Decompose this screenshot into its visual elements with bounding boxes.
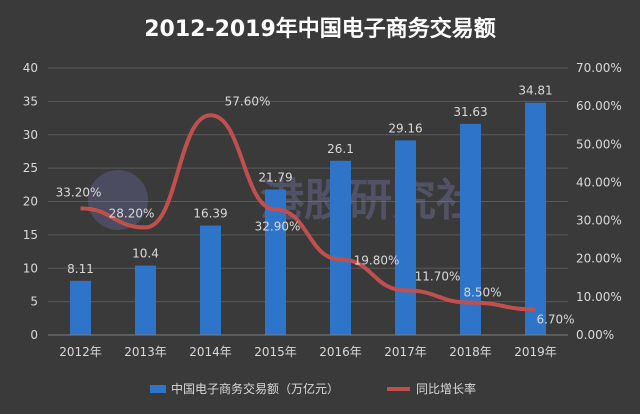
line-value-label: 19.80%: [354, 253, 400, 267]
legend-bar-label: 中国电子商务交易额（万亿元）: [171, 381, 339, 396]
x-tick-label: 2019年: [514, 345, 557, 359]
y-left-tick-label: 15: [23, 228, 38, 242]
x-tick-label: 2012年: [59, 345, 102, 359]
growth-line: [80, 113, 536, 312]
line-value-label: 32.90%: [255, 220, 301, 234]
grid-layer: [48, 67, 568, 336]
bar-value-label: 29.16: [388, 121, 422, 135]
y-left-tick-label: 0: [30, 328, 38, 342]
y-right-tick-label: 30.00%: [576, 214, 622, 228]
bar: [70, 280, 91, 335]
bar-value-label: 31.63: [453, 105, 487, 119]
y-right-tick-label: 50.00%: [576, 137, 622, 151]
bar-value-label: 21.79: [258, 171, 292, 185]
bar-value-label: 26.1: [327, 142, 354, 156]
legend-line-label: 同比增长率: [416, 381, 476, 396]
bar: [395, 140, 416, 335]
bar-value-label: 8.11: [67, 262, 94, 276]
axes-layer: 0 5 10 15 20 25 30 35 40 0.00% 10.00% 20.00% 30.00% 4…: [23, 61, 622, 359]
y-right-tick-label: 40.00%: [576, 175, 622, 189]
bar: [330, 160, 351, 335]
line-value-label: 11.70%: [415, 269, 461, 283]
bar: [135, 265, 156, 335]
line-layer: [80, 113, 536, 312]
y-left-tick-label: 10: [23, 261, 38, 275]
y-right-tick-label: 0.00%: [576, 328, 614, 342]
bar-value-label: 10.4: [132, 247, 159, 261]
y-left-tick-label: 30: [23, 128, 38, 142]
bar: [200, 225, 221, 335]
x-tick-label: 2018年: [449, 345, 492, 359]
watermark-layer: 港股研究社: [88, 170, 480, 230]
bar: [460, 123, 481, 335]
watermark-logo-circle: [88, 170, 148, 230]
bar: [525, 102, 546, 335]
y-right-tick-label: 60.00%: [576, 99, 622, 113]
x-tick-label: 2014年: [189, 345, 232, 359]
y-right-tick-label: 20.00%: [576, 252, 622, 266]
x-tick-label: 2013年: [124, 345, 167, 359]
y-left-tick-label: 20: [23, 195, 38, 209]
legend-bar-swatch: [150, 385, 166, 393]
legend: 中国电子商务交易额（万亿元） 同比增长率: [150, 381, 476, 396]
line-value-label: 8.50%: [463, 286, 501, 300]
line-value-label: 57.60%: [225, 94, 271, 108]
line-value-label: 28.20%: [109, 206, 155, 220]
bar-value-label: 16.39: [193, 207, 227, 221]
bars-layer: [70, 102, 546, 335]
y-left-tick-label: 35: [23, 94, 38, 108]
x-tick-label: 2017年: [384, 345, 427, 359]
line-value-label: 33.20%: [56, 185, 102, 199]
y-right-tick-label: 70.00%: [576, 61, 622, 75]
bar-value-label: 34.81: [518, 84, 552, 98]
line-value-label: 6.70%: [536, 312, 574, 326]
x-tick-label: 2015年: [254, 345, 297, 359]
y-left-tick-label: 5: [30, 295, 38, 309]
y-right-tick-label: 10.00%: [576, 290, 622, 304]
labels-layer: 8.11 10.4 16.39 21.79 26.1 29.16 31.63 34.81 33.…: [56, 84, 575, 327]
bar: [265, 189, 286, 335]
x-tick-label: 2016年: [319, 345, 362, 359]
y-left-tick-label: 25: [23, 161, 38, 175]
chart-title: 2012-2019年中国电子商务交易额: [144, 16, 496, 42]
y-left-tick-label: 40: [23, 61, 38, 75]
